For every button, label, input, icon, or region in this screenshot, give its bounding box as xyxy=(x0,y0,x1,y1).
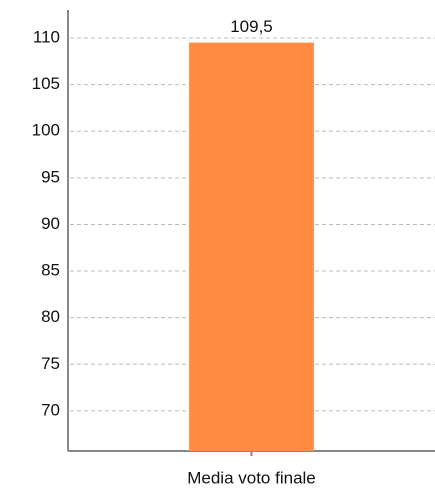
y-tick-label: 75 xyxy=(41,354,60,373)
y-tick-label: 95 xyxy=(41,167,60,186)
y-tick-label: 70 xyxy=(41,400,60,419)
bar xyxy=(189,42,314,451)
x-tick-label: Media voto finale xyxy=(187,468,316,487)
y-tick-label: 80 xyxy=(41,307,60,326)
value-label: 109,5 xyxy=(230,17,273,36)
y-tick-label: 85 xyxy=(41,261,60,280)
y-tick-label: 110 xyxy=(33,27,60,46)
y-tick-label: 105 xyxy=(32,74,60,93)
y-tick-label: 100 xyxy=(32,121,60,140)
y-tick-label: 90 xyxy=(41,214,60,233)
